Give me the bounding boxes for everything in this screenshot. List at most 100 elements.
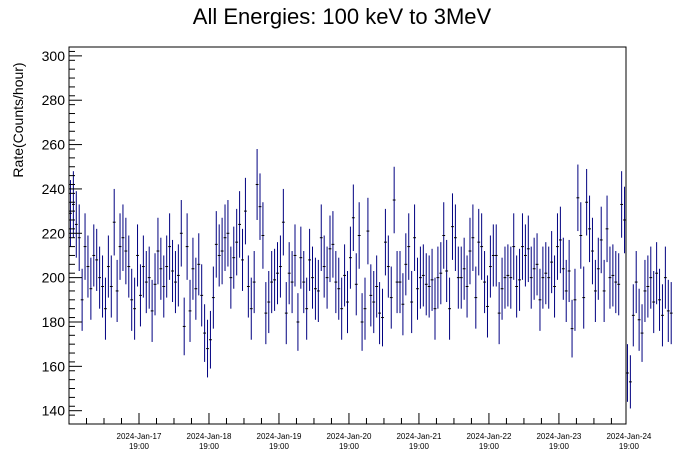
- y-tick-label: 260: [42, 137, 66, 153]
- data-point: [369, 264, 373, 327]
- data-point: [209, 310, 212, 369]
- data-point: [150, 279, 154, 342]
- data-point: [576, 164, 580, 232]
- data-point: [497, 282, 501, 345]
- data-point: [176, 244, 180, 307]
- data-point: [661, 284, 664, 347]
- data-point: [182, 297, 186, 356]
- data-point: [605, 195, 609, 263]
- data-point: [617, 253, 621, 316]
- data-point: [494, 224, 498, 287]
- data-point: [109, 255, 113, 318]
- data-point: [77, 204, 81, 271]
- data-point: [392, 166, 396, 234]
- data-point: [413, 204, 416, 271]
- data-point: [386, 235, 390, 298]
- data-point: [599, 206, 603, 274]
- data-point: [302, 251, 306, 314]
- data-point: [214, 211, 218, 278]
- data-point: [331, 211, 335, 278]
- data-point: [628, 355, 632, 409]
- data-point: [593, 259, 597, 322]
- data-point: [436, 246, 440, 309]
- data-point: [439, 242, 443, 305]
- data-point: [410, 270, 414, 334]
- data-point: [381, 288, 384, 347]
- y-tick-label: 160: [42, 358, 66, 374]
- data-point: [316, 259, 320, 322]
- data-point: [346, 270, 349, 334]
- data-point: [244, 177, 247, 245]
- data-point: [538, 268, 542, 331]
- data-point: [506, 244, 510, 307]
- data-point: [179, 200, 183, 267]
- data-point: [299, 226, 303, 289]
- data-point: [203, 304, 207, 362]
- data-point: [486, 275, 489, 338]
- data-point: [159, 237, 163, 300]
- data-point: [512, 213, 516, 280]
- data-point: [261, 202, 265, 269]
- data-point: [153, 253, 157, 316]
- data-point: [637, 288, 641, 351]
- data-point: [404, 233, 408, 296]
- x-tick-label-time: 19:00: [269, 442, 290, 451]
- data-point: [521, 213, 524, 280]
- data-point: [255, 149, 259, 220]
- data-point: [550, 231, 554, 294]
- data-point: [372, 270, 376, 334]
- data-point: [279, 235, 282, 298]
- data-point: [430, 248, 434, 311]
- x-tick-label-date: 2024-Jan-22: [466, 432, 511, 441]
- data-point: [500, 257, 504, 320]
- data-point: [232, 226, 236, 289]
- data-point: [246, 255, 250, 318]
- data-point: [185, 213, 189, 280]
- data-point: [319, 204, 323, 271]
- data-point: [389, 266, 393, 329]
- data-point: [483, 251, 486, 314]
- data-point: [343, 244, 346, 307]
- data-point: [281, 188, 285, 256]
- data-point: [602, 259, 606, 322]
- x-tick-label-date: 2024-Jan-19: [257, 432, 302, 441]
- x-tick-label-date: 2024-Jan-21: [396, 432, 441, 441]
- data-point: [585, 168, 589, 236]
- data-point: [165, 235, 169, 298]
- x-tick-label-time: 19:00: [549, 442, 570, 451]
- data-point: [640, 304, 644, 362]
- data-point: [375, 255, 379, 318]
- data-point: [480, 213, 484, 280]
- x-axis: 2024-Jan-1719:002024-Jan-1819:002024-Jan…: [85, 413, 652, 451]
- data-point: [454, 204, 457, 271]
- data-point: [488, 235, 492, 298]
- data-point: [643, 259, 647, 322]
- data-point: [287, 242, 291, 305]
- data-point: [197, 233, 201, 296]
- data-point: [354, 253, 358, 316]
- data-point: [398, 251, 402, 314]
- data-point: [284, 282, 288, 345]
- data-point: [634, 251, 638, 314]
- data-point: [658, 268, 661, 331]
- data-point: [74, 191, 78, 258]
- data-point: [340, 277, 344, 340]
- data-point: [106, 235, 110, 298]
- data-point: [456, 246, 460, 309]
- data-point: [518, 248, 521, 311]
- data-point: [112, 188, 116, 256]
- data-point: [395, 251, 399, 314]
- data-point: [620, 171, 624, 238]
- data-point: [471, 204, 475, 271]
- data-point: [655, 242, 659, 305]
- data-point: [267, 270, 271, 334]
- data-point: [141, 235, 145, 298]
- data-point: [547, 246, 551, 309]
- data-point: [270, 251, 274, 314]
- data-point: [276, 242, 279, 305]
- data-point: [124, 217, 128, 285]
- data-point: [305, 277, 309, 340]
- y-tick-label: 280: [42, 92, 66, 108]
- data-point: [206, 319, 209, 378]
